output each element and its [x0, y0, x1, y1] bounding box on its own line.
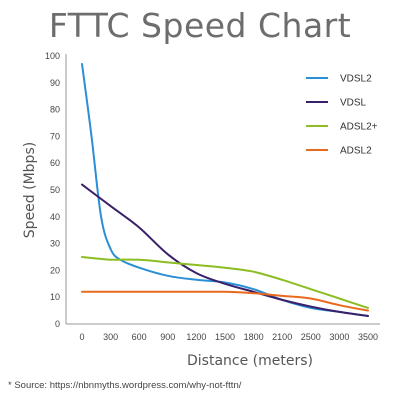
tick-labels: 0 10 20 30 40 50 60 70 80 90 100 0 300 600 900 1200 1500…: [45, 51, 378, 342]
y-tick-label: 100: [45, 51, 60, 61]
x-tick-label: 3000: [329, 332, 349, 342]
x-tick-label: 1500: [215, 332, 235, 342]
y-tick-label: 60: [50, 158, 60, 168]
x-tick-label: 2500: [301, 332, 321, 342]
y-tick-label: 80: [50, 105, 60, 115]
x-tick-label: 600: [132, 332, 147, 342]
y-tick-label: 30: [50, 239, 60, 249]
legend-label: ADSL2+: [340, 122, 378, 133]
y-tick-label: 10: [50, 292, 60, 302]
series-lines: [81, 63, 369, 317]
series-line-vdsl: [81, 183, 369, 317]
x-axis-title: Distance (meters): [187, 353, 313, 369]
chart-title: FTTC Speed Chart: [48, 6, 352, 45]
x-tick-label: 0: [79, 332, 84, 342]
x-tick-label: 900: [160, 332, 175, 342]
series-line-adsl2-: [81, 256, 369, 309]
x-tick-label: 1800: [244, 332, 264, 342]
axes: [65, 54, 380, 325]
y-tick-label: 90: [50, 78, 60, 88]
legend: VDSL2 VDSL ADSL2+ ADSL2: [306, 74, 378, 157]
y-tick-label: 70: [50, 131, 60, 141]
source-note: * Source: https://nbnmyths.wordpress.com…: [8, 380, 242, 391]
legend-label: ADSL2: [340, 146, 372, 157]
legend-label: VDSL2: [340, 74, 372, 85]
y-tick-label: 40: [50, 212, 60, 222]
y-axis-title: Speed (Mbps): [22, 142, 38, 238]
x-tick-label: 300: [103, 332, 118, 342]
y-tick-label: 20: [50, 265, 60, 275]
series-line-vdsl2: [81, 63, 369, 317]
series-line-adsl2: [81, 290, 369, 312]
x-tick-label: 1200: [186, 332, 206, 342]
x-tick-label: 2100: [272, 332, 292, 342]
x-tick-label: 3500: [358, 332, 378, 342]
y-tick-label: 50: [50, 185, 60, 195]
legend-label: VDSL: [340, 98, 367, 109]
y-tick-label: 0: [55, 319, 60, 329]
